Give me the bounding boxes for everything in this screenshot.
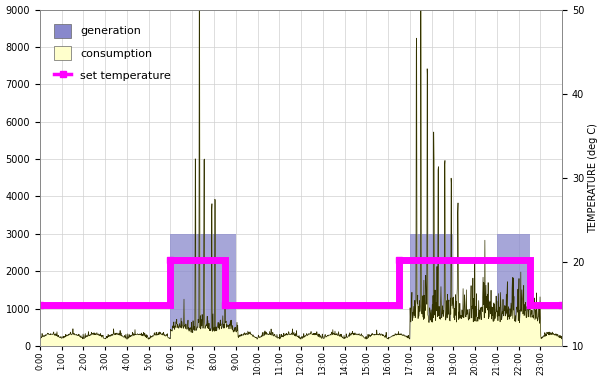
Legend: generation, consumption, set temperature: generation, consumption, set temperature	[45, 15, 179, 91]
Y-axis label: TEMPERATURE (deg C): TEMPERATURE (deg C)	[588, 123, 599, 233]
